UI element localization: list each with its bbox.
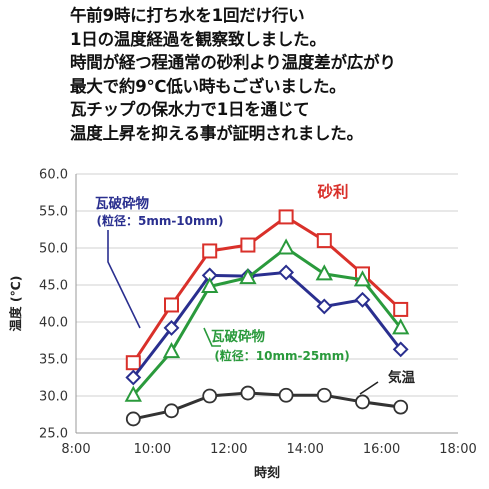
y-tick-label: 55.0 — [39, 205, 68, 220]
data-point-square — [240, 237, 256, 253]
series-label: 砂利 — [317, 182, 348, 201]
series-label: 気温 — [388, 369, 415, 386]
data-point-square — [164, 297, 179, 313]
label-leader-line — [359, 381, 379, 395]
x-tick-label: 16:00 — [363, 442, 400, 457]
data-point-triangle — [239, 267, 257, 285]
data-point-triangle — [201, 276, 219, 293]
data-point-square — [278, 209, 294, 225]
intro-line: 最大で約9℃低い時もございました。 — [70, 76, 346, 96]
data-point-circle — [316, 387, 332, 403]
data-point-triangle — [315, 264, 333, 281]
y-axis-title: 温度 (℃) — [8, 276, 23, 332]
intro-line: 瓦チップの保水力で1日を通じて — [70, 100, 310, 120]
data-point-square — [316, 233, 332, 249]
data-point-diamond — [125, 369, 142, 386]
x-tick-label: 14:00 — [286, 442, 323, 457]
data-point-square — [125, 355, 141, 371]
data-point-circle — [202, 388, 218, 404]
series-label: 瓦破砕物 — [95, 195, 149, 212]
data-point-circle — [125, 411, 141, 427]
y-tick-label: 40.0 — [39, 316, 68, 331]
data-point-square — [202, 243, 218, 259]
data-point-circle — [240, 385, 256, 401]
data-point-circle — [393, 399, 409, 415]
label-leader-line — [203, 327, 221, 347]
data-point-circle — [278, 387, 294, 403]
data-point-triangle — [277, 238, 295, 255]
data-point-square — [393, 301, 409, 317]
x-tick-label: 18:00 — [439, 442, 476, 457]
data-point-triangle — [162, 341, 181, 359]
series-line — [132, 246, 402, 397]
series-line — [132, 215, 402, 364]
data-point-diamond — [278, 264, 295, 281]
data-point-diamond — [316, 298, 333, 315]
intro-line: 1日の温度経過を観察致しました。 — [70, 29, 326, 49]
y-tick-label: 35.0 — [39, 353, 68, 368]
data-point-circle — [164, 403, 179, 419]
y-tick-label: 50.0 — [39, 242, 68, 257]
x-tick-label: 8:00 — [61, 442, 90, 457]
y-tick-label: 45.0 — [39, 279, 68, 294]
intro-text: 午前9時に打ち水を1回だけ行い 1日の温度経過を観察致しました。 時間が経つ程通… — [70, 4, 485, 146]
data-point-circle — [355, 394, 370, 410]
intro-line: 午前9時に打ち水を1回だけ行い — [70, 6, 305, 25]
series-label: (粒径：5mm-10mm) — [96, 213, 223, 228]
y-tick-label: 60.0 — [39, 168, 68, 183]
x-tick-label: 10:00 — [134, 442, 171, 457]
intro-line: 時間が経つ程通常の砂利より温度差が広がり — [70, 53, 396, 73]
data-point-diamond — [392, 341, 409, 358]
data-point-triangle — [392, 318, 410, 335]
series-label: 瓦破砕物 — [211, 328, 265, 345]
data-point-triangle — [124, 385, 142, 402]
data-point-diamond — [354, 291, 371, 308]
data-point-diamond — [163, 320, 180, 336]
x-axis-title: 時刻 — [254, 465, 280, 481]
y-tick-label: 30.0 — [39, 390, 68, 405]
x-tick-label: 12:00 — [210, 442, 247, 457]
series-label: (粒径：10mm-25mm) — [214, 348, 349, 363]
data-point-triangle — [353, 270, 372, 287]
label-leader-line — [107, 230, 141, 329]
intro-line: 温度上昇を抑える事が証明されました。 — [70, 123, 363, 143]
y-tick-label: 25.0 — [39, 427, 68, 442]
